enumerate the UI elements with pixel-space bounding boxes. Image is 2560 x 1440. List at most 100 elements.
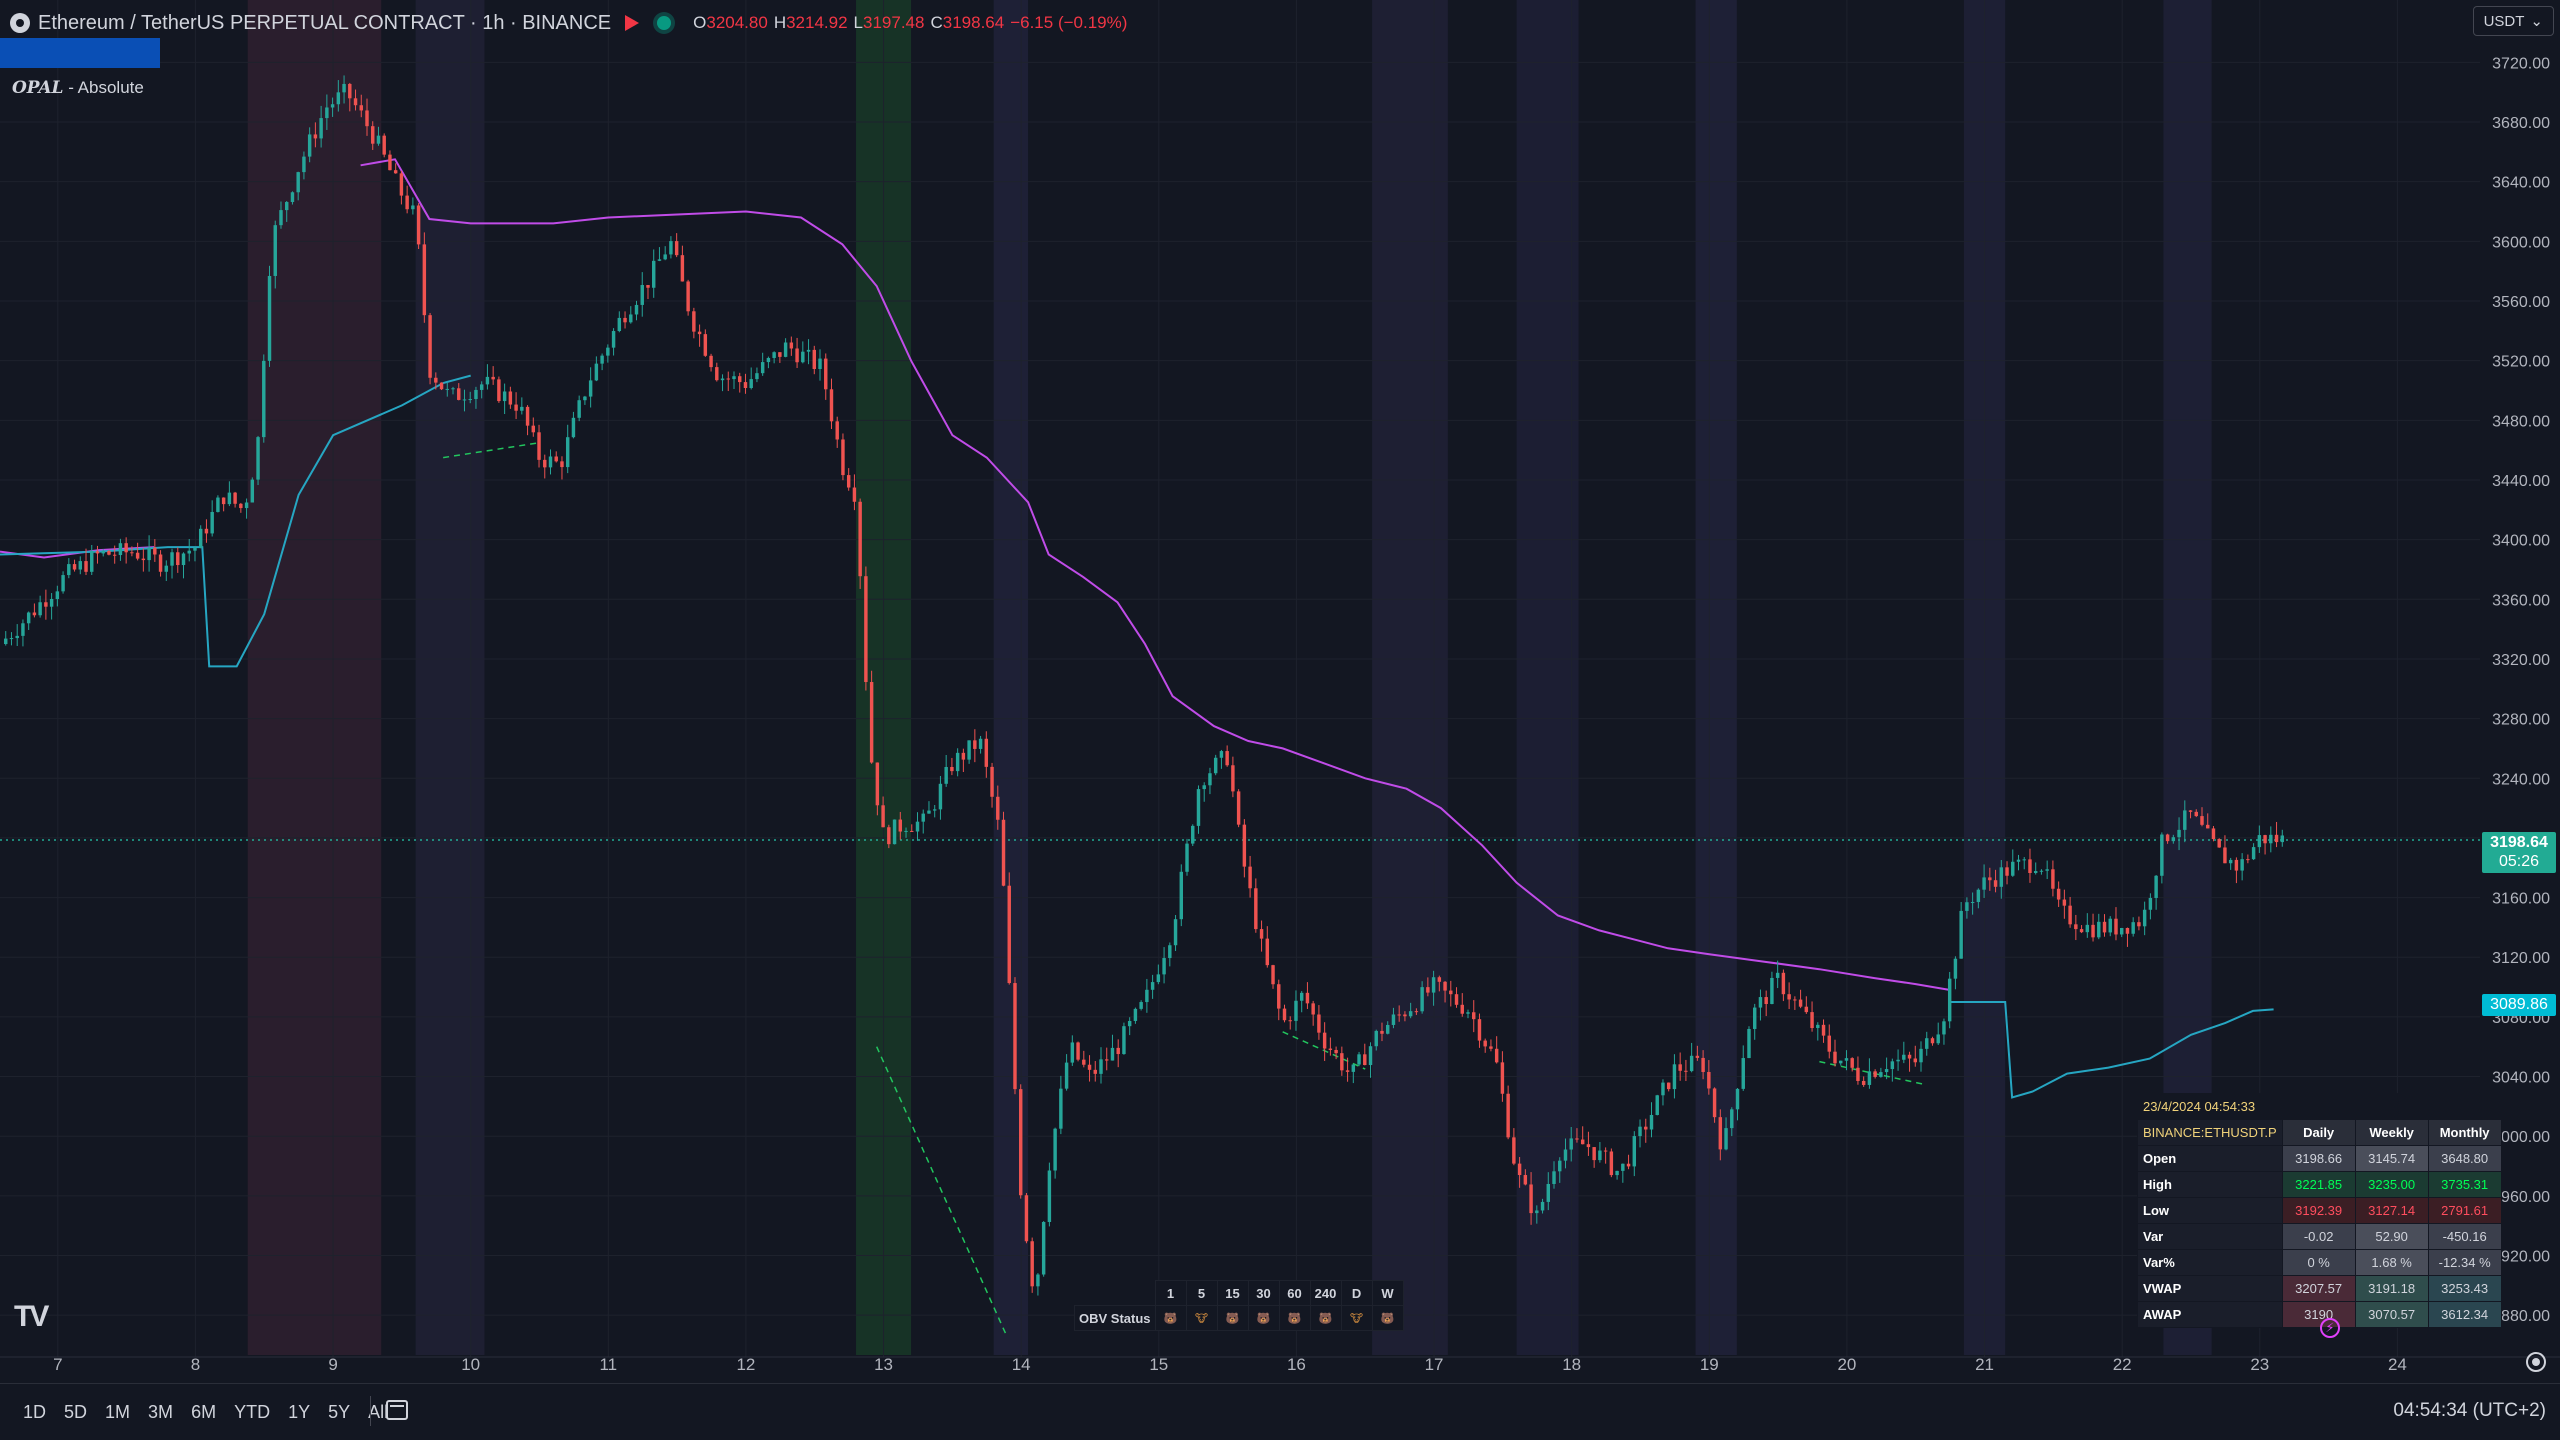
candle [1563,1138,1568,1169]
time-tick-label: 10 [461,1355,480,1374]
candle-body [1076,1042,1080,1060]
candle [577,395,581,422]
candle [1684,1059,1688,1082]
candle [1013,977,1017,1095]
candle [588,367,593,408]
candle-body [1030,1241,1034,1287]
candle-body [130,552,134,554]
candle [2114,907,2118,941]
range-button-6m[interactable]: 6M [191,1402,217,1422]
candle-body [973,740,977,749]
candle [646,284,650,300]
market-status-icon[interactable] [657,16,672,30]
indicator-legend[interactable]: OPAL - Absolute [12,78,144,98]
candle [1626,1154,1631,1170]
candle-body [2022,859,2026,861]
tradingview-logo-icon[interactable]: TV [14,1300,49,1333]
candle-body [1225,751,1229,766]
range-button-5d[interactable]: 5D [64,1402,88,1422]
candle [1976,888,1981,909]
candle [1494,1036,1499,1064]
candle-body [646,285,650,288]
candle-body [1907,1054,1912,1059]
candle [95,545,100,564]
candle-body [932,809,937,811]
clock[interactable]: 04:54:34 (UTC+2) [2393,1400,2546,1421]
candle-body [692,311,696,332]
candle [1139,1000,1143,1011]
candle-body [2263,835,2267,844]
candle [1099,1047,1103,1084]
range-button-3m[interactable]: 3M [148,1402,174,1422]
candle [474,386,478,409]
candle-body [2183,810,2187,830]
range-button-all[interactable]: All [368,1402,389,1422]
candle-body [1621,1163,1625,1171]
candle [514,392,518,420]
currency-selector[interactable]: USDT ⌄ [2472,6,2554,36]
candle [2033,862,2038,875]
candle-body [1277,984,1281,1009]
candle [1804,996,1809,1014]
candle-body [726,378,730,380]
candle-body [1449,990,1453,995]
divergence-line [875,1046,1009,1338]
candle-body [1506,1093,1510,1138]
candle [1242,819,1247,878]
gear-icon[interactable] [2526,1352,2546,1372]
flag-icon[interactable] [625,15,640,31]
candle [1718,1109,1723,1161]
current-price-tag: 3198.64 05:26 [2482,832,2556,873]
candle-body [1064,1062,1069,1089]
candle-body [9,638,14,640]
range-button-ytd[interactable]: YTD [234,1402,271,1422]
candle-body [55,591,60,600]
symbol-title[interactable]: Ethereum / TetherUS PERPETUAL CONTRACT ·… [38,11,612,34]
candle-body [1472,1012,1476,1020]
candle-body [491,376,495,380]
candle-body [101,550,105,554]
candle [457,383,461,401]
candle [2194,809,2198,818]
range-button-1y[interactable]: 1Y [288,1402,311,1422]
candle [1839,1060,1843,1066]
candle-body [955,752,960,772]
candle [239,502,243,513]
candle-body [2171,837,2176,842]
candle [1219,749,1224,769]
candle [617,311,622,333]
candle [1225,745,1229,767]
candle-body [468,399,472,401]
candle [1277,979,1281,1021]
candle-body [806,349,811,352]
candle-body [669,241,673,255]
levels-table: 23/4/2024 04:54:33 BINANCE:ETHUSDT.P Dai… [2137,1093,2502,1328]
candle [26,611,31,630]
range-button-1d[interactable]: 1D [23,1402,47,1422]
candle-body [1821,1024,1826,1036]
candle-body [1403,1014,1407,1017]
levels-cell: 3221.85 [2281,1171,2356,1198]
candle-body [1082,1059,1086,1065]
candle-body [1460,1004,1464,1014]
candle-body [1059,1088,1063,1129]
candle [1018,1084,1023,1199]
price-tick-label: 2880.00 [2492,1308,2550,1325]
candle [158,550,163,577]
candle-body [1833,1051,1837,1064]
candle [1672,1054,1677,1099]
candle [376,126,381,146]
levels-cell: 52.90 [2354,1223,2429,1250]
range-button-5y[interactable]: 5Y [328,1402,351,1422]
calendar-icon[interactable] [386,1400,408,1420]
candle-body [1087,1064,1092,1070]
candle [846,468,851,491]
range-button-1m[interactable]: 1M [105,1402,131,1422]
candle-body [749,379,753,389]
candle [1466,1009,1470,1019]
candle-body [1758,997,1763,1008]
lightning-icon[interactable]: ⚡ [2320,1318,2340,1338]
candles [4,75,2284,1296]
candle-body [990,766,994,797]
